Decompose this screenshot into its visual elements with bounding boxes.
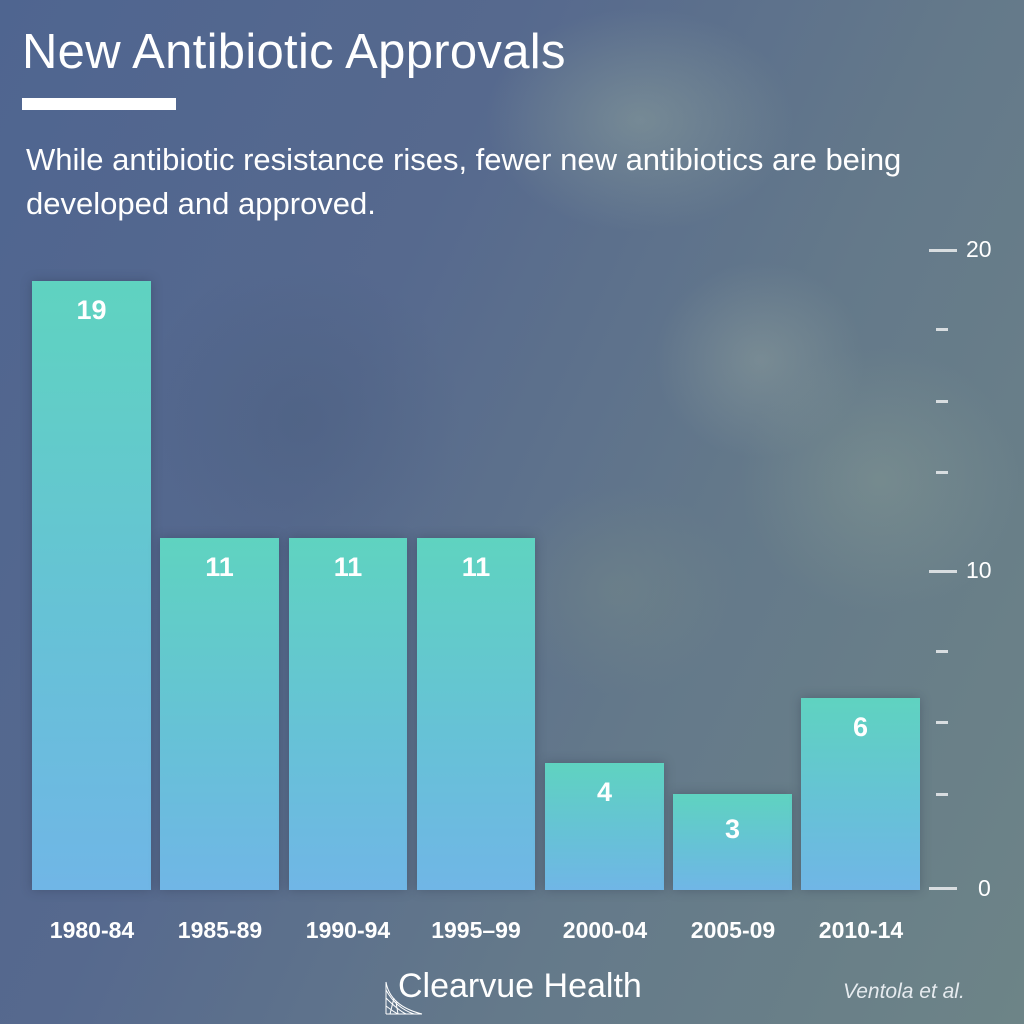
title-underline (22, 98, 176, 110)
x-label-2005-09: 2005-09 (690, 917, 776, 943)
bar-2005-09: 3 (673, 794, 792, 890)
clearvue-logo-icon (385, 981, 423, 1015)
y-tick-label-10: 10 (966, 557, 992, 583)
x-label-1995-99: 1995–99 (431, 917, 521, 943)
y-tick-label-0: 0 (978, 875, 991, 901)
bar-1995-99: 11 (417, 538, 535, 890)
x-label-2010-14: 2010-14 (818, 917, 904, 943)
bar-value-label: 11 (205, 552, 234, 582)
y-tick-minor (936, 650, 948, 653)
y-tick-minor (936, 721, 948, 724)
x-label-1980-84: 1980-84 (49, 917, 135, 943)
chart-subtitle: While antibiotic resistance rises, fewer… (26, 142, 902, 221)
y-tick-minor (936, 328, 948, 331)
bar-value-label: 6 (852, 712, 869, 742)
x-label-1990-94: 1990-94 (305, 917, 391, 943)
bar-value-label: 4 (596, 777, 613, 807)
bar-1985-89: 11 (160, 538, 279, 890)
y-tick-20 (929, 249, 957, 252)
y-tick-label-20: 20 (966, 236, 992, 262)
y-tick-0 (929, 887, 957, 890)
chart-title: New Antibiotic Approvals (22, 25, 566, 79)
y-tick-10 (929, 570, 957, 573)
y-tick-minor (936, 471, 948, 474)
y-tick-minor (936, 793, 948, 796)
bar-1990-94: 11 (289, 538, 407, 890)
y-tick-minor (936, 400, 948, 403)
brand-name: Clearvue Health (398, 967, 642, 1005)
bar-value-label: 11 (333, 552, 363, 582)
source-citation: Ventola et al. (843, 980, 965, 1003)
bar-value-label: 11 (461, 552, 491, 582)
bar-2000-04: 4 (545, 763, 664, 890)
bar-1980-84: 19 (32, 281, 151, 890)
x-label-1985-89: 1985-89 (177, 917, 263, 943)
bar-value-label: 19 (76, 295, 107, 325)
x-label-2000-04: 2000-04 (562, 917, 648, 943)
bar-2010-14: 6 (801, 698, 920, 890)
bar-value-label: 3 (724, 814, 741, 844)
